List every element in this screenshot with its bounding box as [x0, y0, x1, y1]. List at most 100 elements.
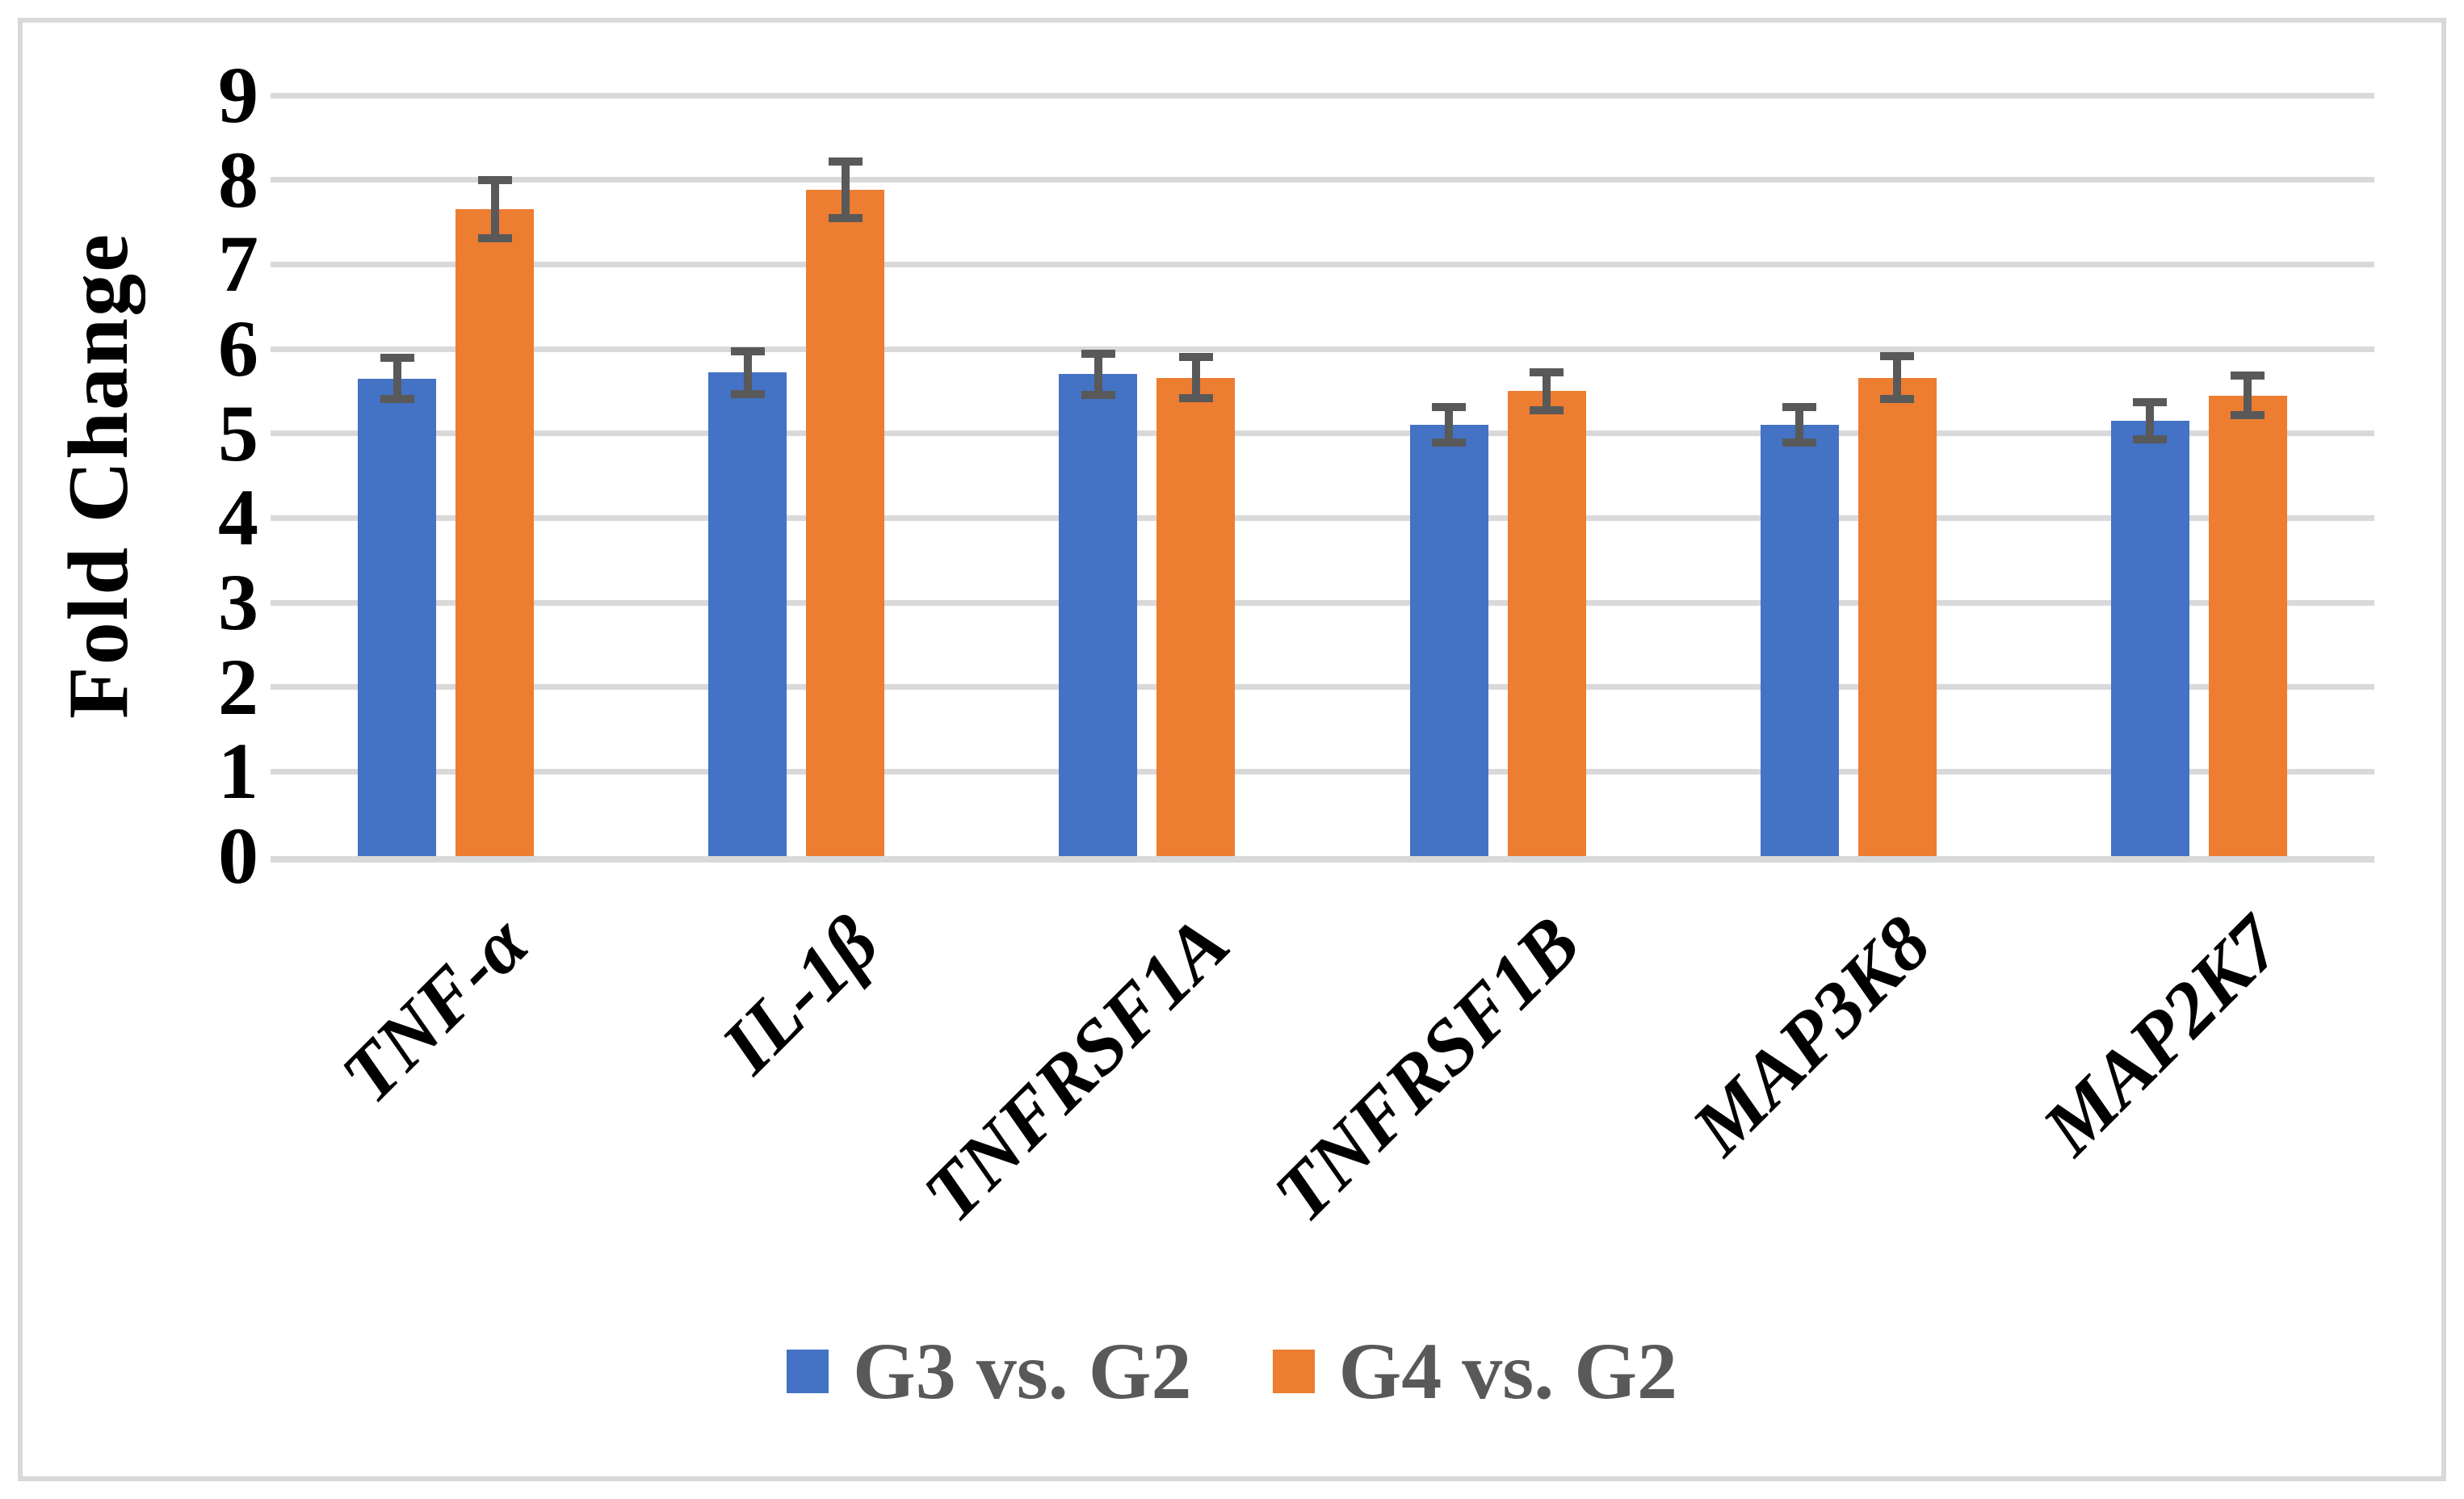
y-tick-label-2: 2: [218, 641, 258, 732]
x-category-label-il-1: IL-1β: [704, 899, 895, 1090]
y-tick-label-3: 3: [218, 557, 258, 647]
x-category-label-tnfrsf1a: TNFRSF1A: [906, 899, 1245, 1238]
y-tick-label-1: 1: [218, 726, 258, 817]
bar-g3-vs-g2-map3k8: [1760, 425, 1839, 856]
y-tick-label-0: 0: [218, 811, 258, 901]
error-bar-cap: [1178, 353, 1213, 362]
x-category-label-tnf: TNF-α: [324, 899, 544, 1119]
error-bar-stem: [841, 157, 850, 222]
gridline-y3: [271, 599, 2374, 606]
gridline-y2: [271, 684, 2374, 691]
error-bar-g3-vs-g2-tnfrsf1b: [1410, 402, 1488, 447]
bar-group-tnfrsf1a: [972, 95, 1322, 856]
bar-g4-vs-g2-tnfrsf1b: [1507, 391, 1586, 856]
error-bar-cap: [1782, 439, 1817, 447]
gridline-y4: [271, 514, 2374, 521]
error-bar-cap: [1782, 402, 1817, 411]
error-bar-g3-vs-g2-il-1: [708, 346, 787, 398]
error-bar-cap: [1178, 393, 1213, 402]
error-bar-g4-vs-g2-tnfrsf1a: [1156, 353, 1235, 402]
error-bar-cap: [1432, 402, 1467, 411]
error-bar-g3-vs-g2-map3k8: [1761, 402, 1839, 447]
error-bar-cap: [1530, 405, 1564, 414]
error-bar-cap: [828, 213, 863, 222]
error-bar-stem: [743, 346, 752, 398]
error-bar-g3-vs-g2-map2k7: [2111, 397, 2189, 444]
error-bar-g4-vs-g2-map3k8: [1858, 352, 1937, 403]
error-bar-cap: [730, 346, 765, 355]
error-bar-cap: [730, 389, 765, 398]
error-bar-cap: [1880, 394, 1915, 403]
bar-group-map2k7: [2024, 95, 2374, 856]
error-bar-g4-vs-g2-il-1: [806, 157, 884, 222]
error-bar-g4-vs-g2-tnf: [455, 176, 534, 243]
gridline-y6: [271, 346, 2374, 352]
gridline-y1: [271, 768, 2374, 775]
error-bar-stem: [1893, 352, 1902, 403]
error-bar-g4-vs-g2-tnfrsf1b: [1508, 368, 1586, 414]
bar-g4-vs-g2-map3k8: [1857, 377, 1937, 856]
gridline-y7: [271, 261, 2374, 267]
legend-label-g3-vs-g2: G3 vs. G2: [853, 1326, 1192, 1416]
plot-area: [271, 92, 2374, 863]
error-bar-cap: [1432, 439, 1467, 447]
error-bar-cap: [1081, 390, 1115, 399]
bar-group-map3k8: [1673, 95, 2024, 856]
error-bar-cap: [477, 234, 512, 243]
y-tick-label-8: 8: [218, 134, 258, 225]
error-bar-stem: [1543, 368, 1551, 414]
error-bar-g3-vs-g2-tnfrsf1a: [1059, 350, 1137, 399]
error-bar-cap: [477, 176, 512, 185]
y-tick-label-4: 4: [218, 472, 258, 563]
error-bar-cap: [2133, 435, 2168, 444]
legend: G3 vs. G2 G4 vs. G2: [0, 1331, 2464, 1412]
bar-g3-vs-g2-map2k7: [2110, 420, 2189, 856]
error-bar-stem: [1093, 350, 1102, 399]
error-bar-g3-vs-g2-tnf: [358, 354, 436, 403]
y-tick-label-7: 7: [218, 219, 258, 309]
x-category-label-tnfrsf1b: TNFRSF1B: [1257, 899, 1597, 1238]
legend-item-g4-vs-g2: G4 vs. G2: [1272, 1326, 1677, 1416]
x-category-label-map3k8: MAP3K8: [1675, 899, 1947, 1171]
x-category-label-map2k7: MAP2K7: [2025, 899, 2298, 1171]
error-bar-cap: [380, 394, 414, 403]
error-bar-stem: [392, 354, 401, 403]
error-bar-cap: [2231, 410, 2265, 419]
error-bar-g4-vs-g2-map2k7: [2209, 372, 2287, 419]
error-bar-cap: [2133, 397, 2168, 406]
bar-g3-vs-g2-tnfrsf1a: [1059, 374, 1138, 856]
legend-label-g4-vs-g2: G4 vs. G2: [1338, 1326, 1677, 1416]
error-bar-cap: [380, 354, 414, 363]
error-bar-stem: [1191, 353, 1200, 402]
error-bar-stem: [2244, 372, 2252, 419]
y-tick-label-6: 6: [218, 304, 258, 393]
gridline-y9: [271, 92, 2374, 99]
gridline-y8: [271, 177, 2374, 183]
bar-g3-vs-g2-tnf: [358, 378, 437, 856]
error-bar-cap: [1081, 350, 1115, 359]
gridline-y5: [271, 430, 2374, 437]
bar-group-tnfrsf1b: [1323, 95, 1673, 856]
bar-g4-vs-g2-tnf: [455, 209, 535, 856]
y-tick-label-5: 5: [218, 388, 258, 478]
legend-swatch-g3-vs-g2: [787, 1350, 829, 1393]
x-axis-line: [271, 856, 2374, 863]
y-tick-label-9: 9: [218, 50, 258, 140]
error-bar-cap: [2231, 372, 2265, 380]
bar-g3-vs-g2-tnfrsf1b: [1409, 425, 1488, 856]
bar-group-tnf: [271, 95, 621, 856]
legend-swatch-g4-vs-g2: [1272, 1350, 1315, 1393]
error-bar-stem: [1795, 402, 1804, 447]
error-bar-cap: [828, 157, 863, 166]
error-bar-stem: [1445, 402, 1454, 447]
bar-group-il-1: [621, 95, 972, 856]
error-bar-cap: [1880, 352, 1915, 361]
legend-item-g3-vs-g2: G3 vs. G2: [787, 1326, 1192, 1416]
bar-g4-vs-g2-il-1: [806, 190, 885, 856]
bar-g3-vs-g2-il-1: [708, 372, 787, 856]
bar-g4-vs-g2-tnfrsf1a: [1156, 377, 1236, 856]
bar-g4-vs-g2-map2k7: [2208, 395, 2287, 856]
error-bar-stem: [2146, 397, 2155, 444]
